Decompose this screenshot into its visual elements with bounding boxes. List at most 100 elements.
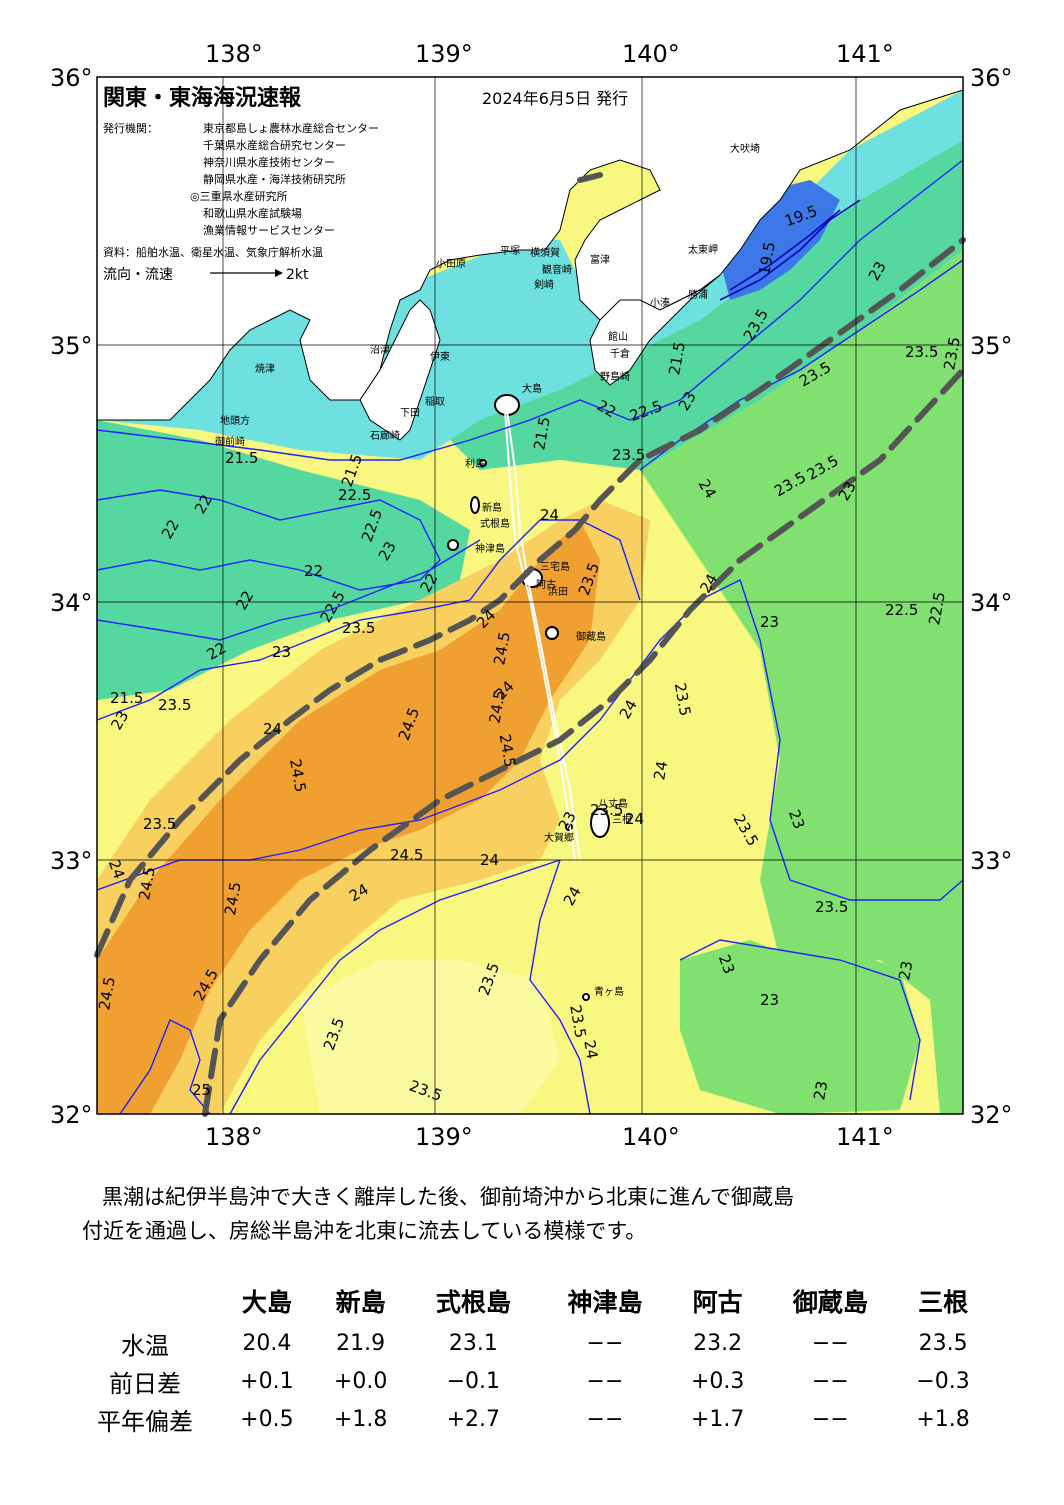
lon-label-bottom-141: 141° (836, 1123, 894, 1151)
station-temperature-table: 大島 新島 式根島 神津島 阿古 御蔵島 三根 水温 20.4 21.9 23.… (70, 1278, 990, 1438)
land-boso (589, 274, 721, 386)
place-label: 小田原 (436, 258, 466, 270)
place-label: 地頭方 (220, 414, 250, 427)
contour-label: 23 (715, 952, 738, 976)
table-cell: −0.1 (446, 1368, 501, 1394)
table-cell: −− (586, 1368, 624, 1394)
place-label: 剣崎 (534, 278, 554, 291)
lat-label-right-36: 36° (970, 64, 1013, 92)
place-label: 伊東 (430, 350, 450, 363)
island-toshima (479, 459, 487, 467)
place-label: 千倉 (610, 347, 630, 360)
place-label: 館山 (608, 330, 628, 343)
sea-temperature-map: 138° 139° 140° 141° 138° 139° 140° 141° … (50, 40, 1013, 1151)
map-title: 関東・東海海況速報 (103, 85, 302, 111)
table-cell: +0.5 (240, 1406, 294, 1432)
contour-label: 24.5 (286, 758, 310, 794)
station-header: 大島 (241, 1288, 292, 1317)
contour-label: 22.5 (885, 601, 918, 619)
land-honshu (96, 76, 964, 421)
contour-label: 24.5 (496, 733, 520, 769)
table-header-row: 大島 新島 式根島 神津島 阿古 御蔵島 三根 (70, 1278, 990, 1324)
table-row: 水温 20.4 21.9 23.1 −− 23.2 −− 23.5 (70, 1324, 990, 1362)
place-label: 三根 (612, 813, 632, 826)
contour-label: 24 (263, 720, 282, 738)
lon-label-bottom-140: 140° (622, 1123, 680, 1151)
contour-label: 23.5 (940, 335, 964, 371)
place-label: 大島 (522, 382, 542, 395)
contour-label: 23.5 (158, 696, 191, 714)
table-cell: −− (811, 1368, 849, 1394)
station-header: 神津島 (567, 1288, 643, 1317)
table-cell: +1.8 (916, 1406, 970, 1432)
place-label: 青ヶ島 (594, 985, 624, 998)
contour-label: 23 (272, 643, 291, 661)
lon-label-top-140: 140° (622, 40, 680, 68)
contour-label: 24 (480, 851, 499, 869)
table-corner (70, 1278, 220, 1324)
station-header: 阿古 (692, 1288, 743, 1317)
table-cell: −0.3 (916, 1368, 970, 1394)
place-label: 利島 (465, 457, 485, 470)
station-header: 新島 (335, 1288, 386, 1317)
lat-label-right-33: 33° (970, 847, 1013, 875)
contour-label: 22.5 (338, 486, 371, 504)
contour-label: 23 (785, 807, 808, 831)
station-header: 御蔵島 (792, 1288, 868, 1317)
lat-label-right-34: 34° (970, 589, 1013, 617)
contour-label: 24 (540, 506, 559, 524)
place-label: 小湊 (650, 296, 670, 309)
contour-label: 24.5 (135, 865, 159, 901)
place-label: 新島 (482, 501, 502, 514)
water-23-se (680, 940, 920, 1114)
map-frame (96, 76, 964, 1115)
contour-label: 24.5 (486, 688, 510, 724)
place-label: 平塚 (500, 245, 520, 257)
issuer-0: 東京都島しょ農林水産総合センター (203, 121, 379, 135)
table-cell: 20.4 (242, 1330, 292, 1356)
contour-label: 23 (760, 613, 779, 631)
contour-label: 24.5 (490, 630, 514, 666)
place-label: 八丈島 (598, 797, 628, 810)
contour-label: 24.5 (221, 881, 245, 917)
place-label: 浜田 (548, 586, 568, 598)
contour-label: 21.5 (225, 449, 258, 467)
contour-label: 23.5 (566, 1003, 590, 1039)
table-cell: +2.7 (446, 1406, 501, 1432)
table-cell: 21.9 (336, 1330, 386, 1356)
summary-line-1: 黒潮は紀伊半島沖で大きく離岸した後、御前埼沖から北東に進んで御蔵島 (102, 1185, 794, 1209)
place-label: 大吠埼 (730, 142, 760, 155)
place-label: 大賀郷 (544, 831, 574, 844)
ship-track (506, 409, 581, 861)
map-svg: 138° 139° 140° 141° 138° 139° 140° 141° … (50, 40, 1013, 1151)
place-label: 阿古 (536, 578, 556, 591)
summary-text: 黒潮は紀伊半島沖で大きく離岸した後、御前埼沖から北東に進んで御蔵島 付近を通過し… (82, 1180, 982, 1248)
island-aogashima (582, 993, 590, 1001)
station-header: 式根島 (435, 1288, 511, 1317)
contour-label: 22 (304, 562, 323, 580)
place-label: 沼津 (370, 343, 390, 356)
row-label: 平年偏差 (97, 1407, 193, 1436)
contour-label: 23 (895, 960, 916, 982)
graticule (97, 77, 963, 1114)
issuer-4: ◎三重県水産研究所 (190, 189, 288, 203)
table-cell: 23.1 (448, 1330, 498, 1356)
contour-label: 23 (760, 991, 779, 1009)
lat-label-right-32: 32° (970, 1101, 1013, 1129)
water-23-east (640, 250, 963, 1114)
place-label: 観音崎 (542, 263, 572, 276)
place-label: 式根島 (480, 517, 510, 530)
island-hachijo (590, 808, 610, 838)
island-mikura (545, 626, 559, 640)
place-label: 御蔵島 (576, 630, 606, 643)
contour-label: 25 (192, 1081, 211, 1099)
issue-date: 2024年6月5日 発行 (482, 89, 628, 108)
flow-legend-arrowhead (275, 269, 283, 277)
table-cell: −− (811, 1406, 849, 1432)
contour-label: 24 (580, 1039, 601, 1061)
lat-label-left-32: 32° (50, 1101, 93, 1129)
table-cell: 23.2 (693, 1330, 743, 1356)
place-label: 太東岬 (688, 243, 718, 256)
table-cell: +0.0 (333, 1368, 388, 1394)
lon-label-top-141: 141° (836, 40, 894, 68)
